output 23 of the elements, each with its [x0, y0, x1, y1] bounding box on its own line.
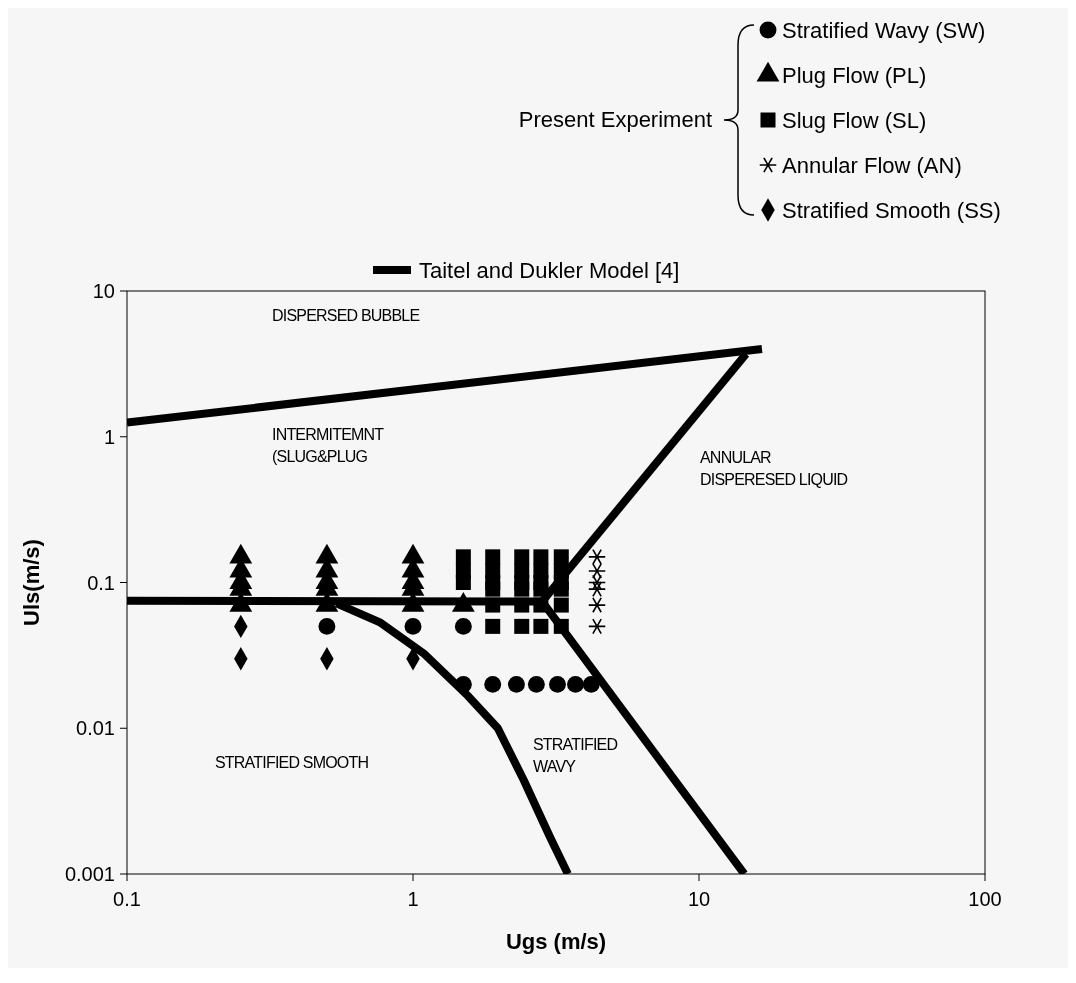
y-tick-label: 10: [92, 280, 115, 302]
legend-label: Stratified Wavy (SW): [782, 18, 986, 43]
y-tick-label: 0.1: [87, 571, 115, 594]
x-tick-label: 1: [407, 888, 419, 910]
annotation: STRATIFIED SMOOTH: [215, 754, 369, 771]
annotation: STRATIFIED WAVY: [533, 736, 618, 775]
x-tick-label: 10: [687, 888, 711, 910]
legend-title: Present Experiment: [518, 107, 712, 132]
legend-label: Plug Flow (PL): [782, 63, 927, 88]
y-axis-title: Uls(m/s): [19, 539, 44, 626]
y-tick-label: 1: [103, 425, 115, 448]
legend-label: Taitel and Dukler Model [4]: [419, 258, 680, 283]
annotation: ANNULAR DISPERESED LIQUID: [700, 449, 848, 488]
legend-label: Annular Flow (AN): [782, 153, 962, 178]
legend-label: Stratified Smooth (SS): [782, 198, 1001, 223]
x-axis-title: Ugs (m/s): [505, 929, 607, 954]
y-tick-label: 0.01: [76, 717, 115, 740]
y-tick-label: 0.001: [64, 863, 115, 885]
x-tick-label: 100: [968, 888, 1002, 910]
legend-label: Slug Flow (SL): [782, 108, 927, 133]
annotation: DISPERSED BUBBLE: [272, 307, 420, 324]
x-tick-label: 0.1: [113, 888, 141, 910]
annotation: INTERMITEMNT (SLUG&PLUG: [272, 426, 385, 465]
